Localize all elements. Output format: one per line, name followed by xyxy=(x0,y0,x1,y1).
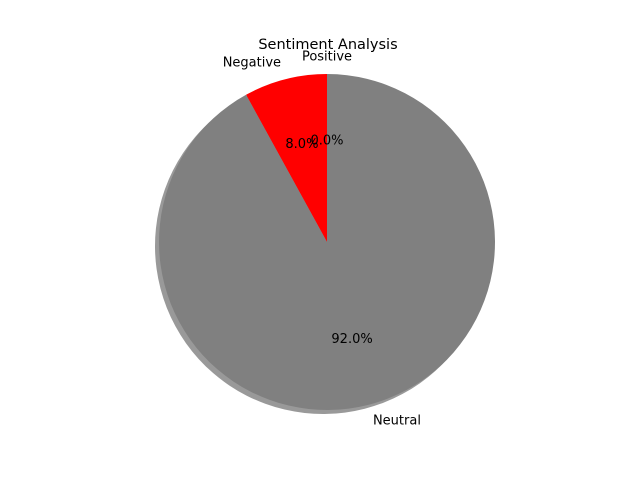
slice-label-neutral: Neutral xyxy=(373,413,421,428)
pct-label-neutral: 92.0% xyxy=(331,332,372,347)
chart-title: Sentiment Analysis xyxy=(258,37,397,53)
pct-label-positive: 0.0% xyxy=(310,134,343,149)
pie-slice-neutral xyxy=(159,74,495,410)
pie-slice-negative xyxy=(246,74,327,242)
slice-label-negative: Negative xyxy=(223,56,281,71)
slice-label-positive: Positive xyxy=(302,50,352,65)
pie-labels: Positive 0.0% Negative 8.0% Neutral 92.0% xyxy=(223,50,421,429)
pie-slices xyxy=(159,74,495,410)
pct-label-negative: 8.0% xyxy=(285,137,318,152)
